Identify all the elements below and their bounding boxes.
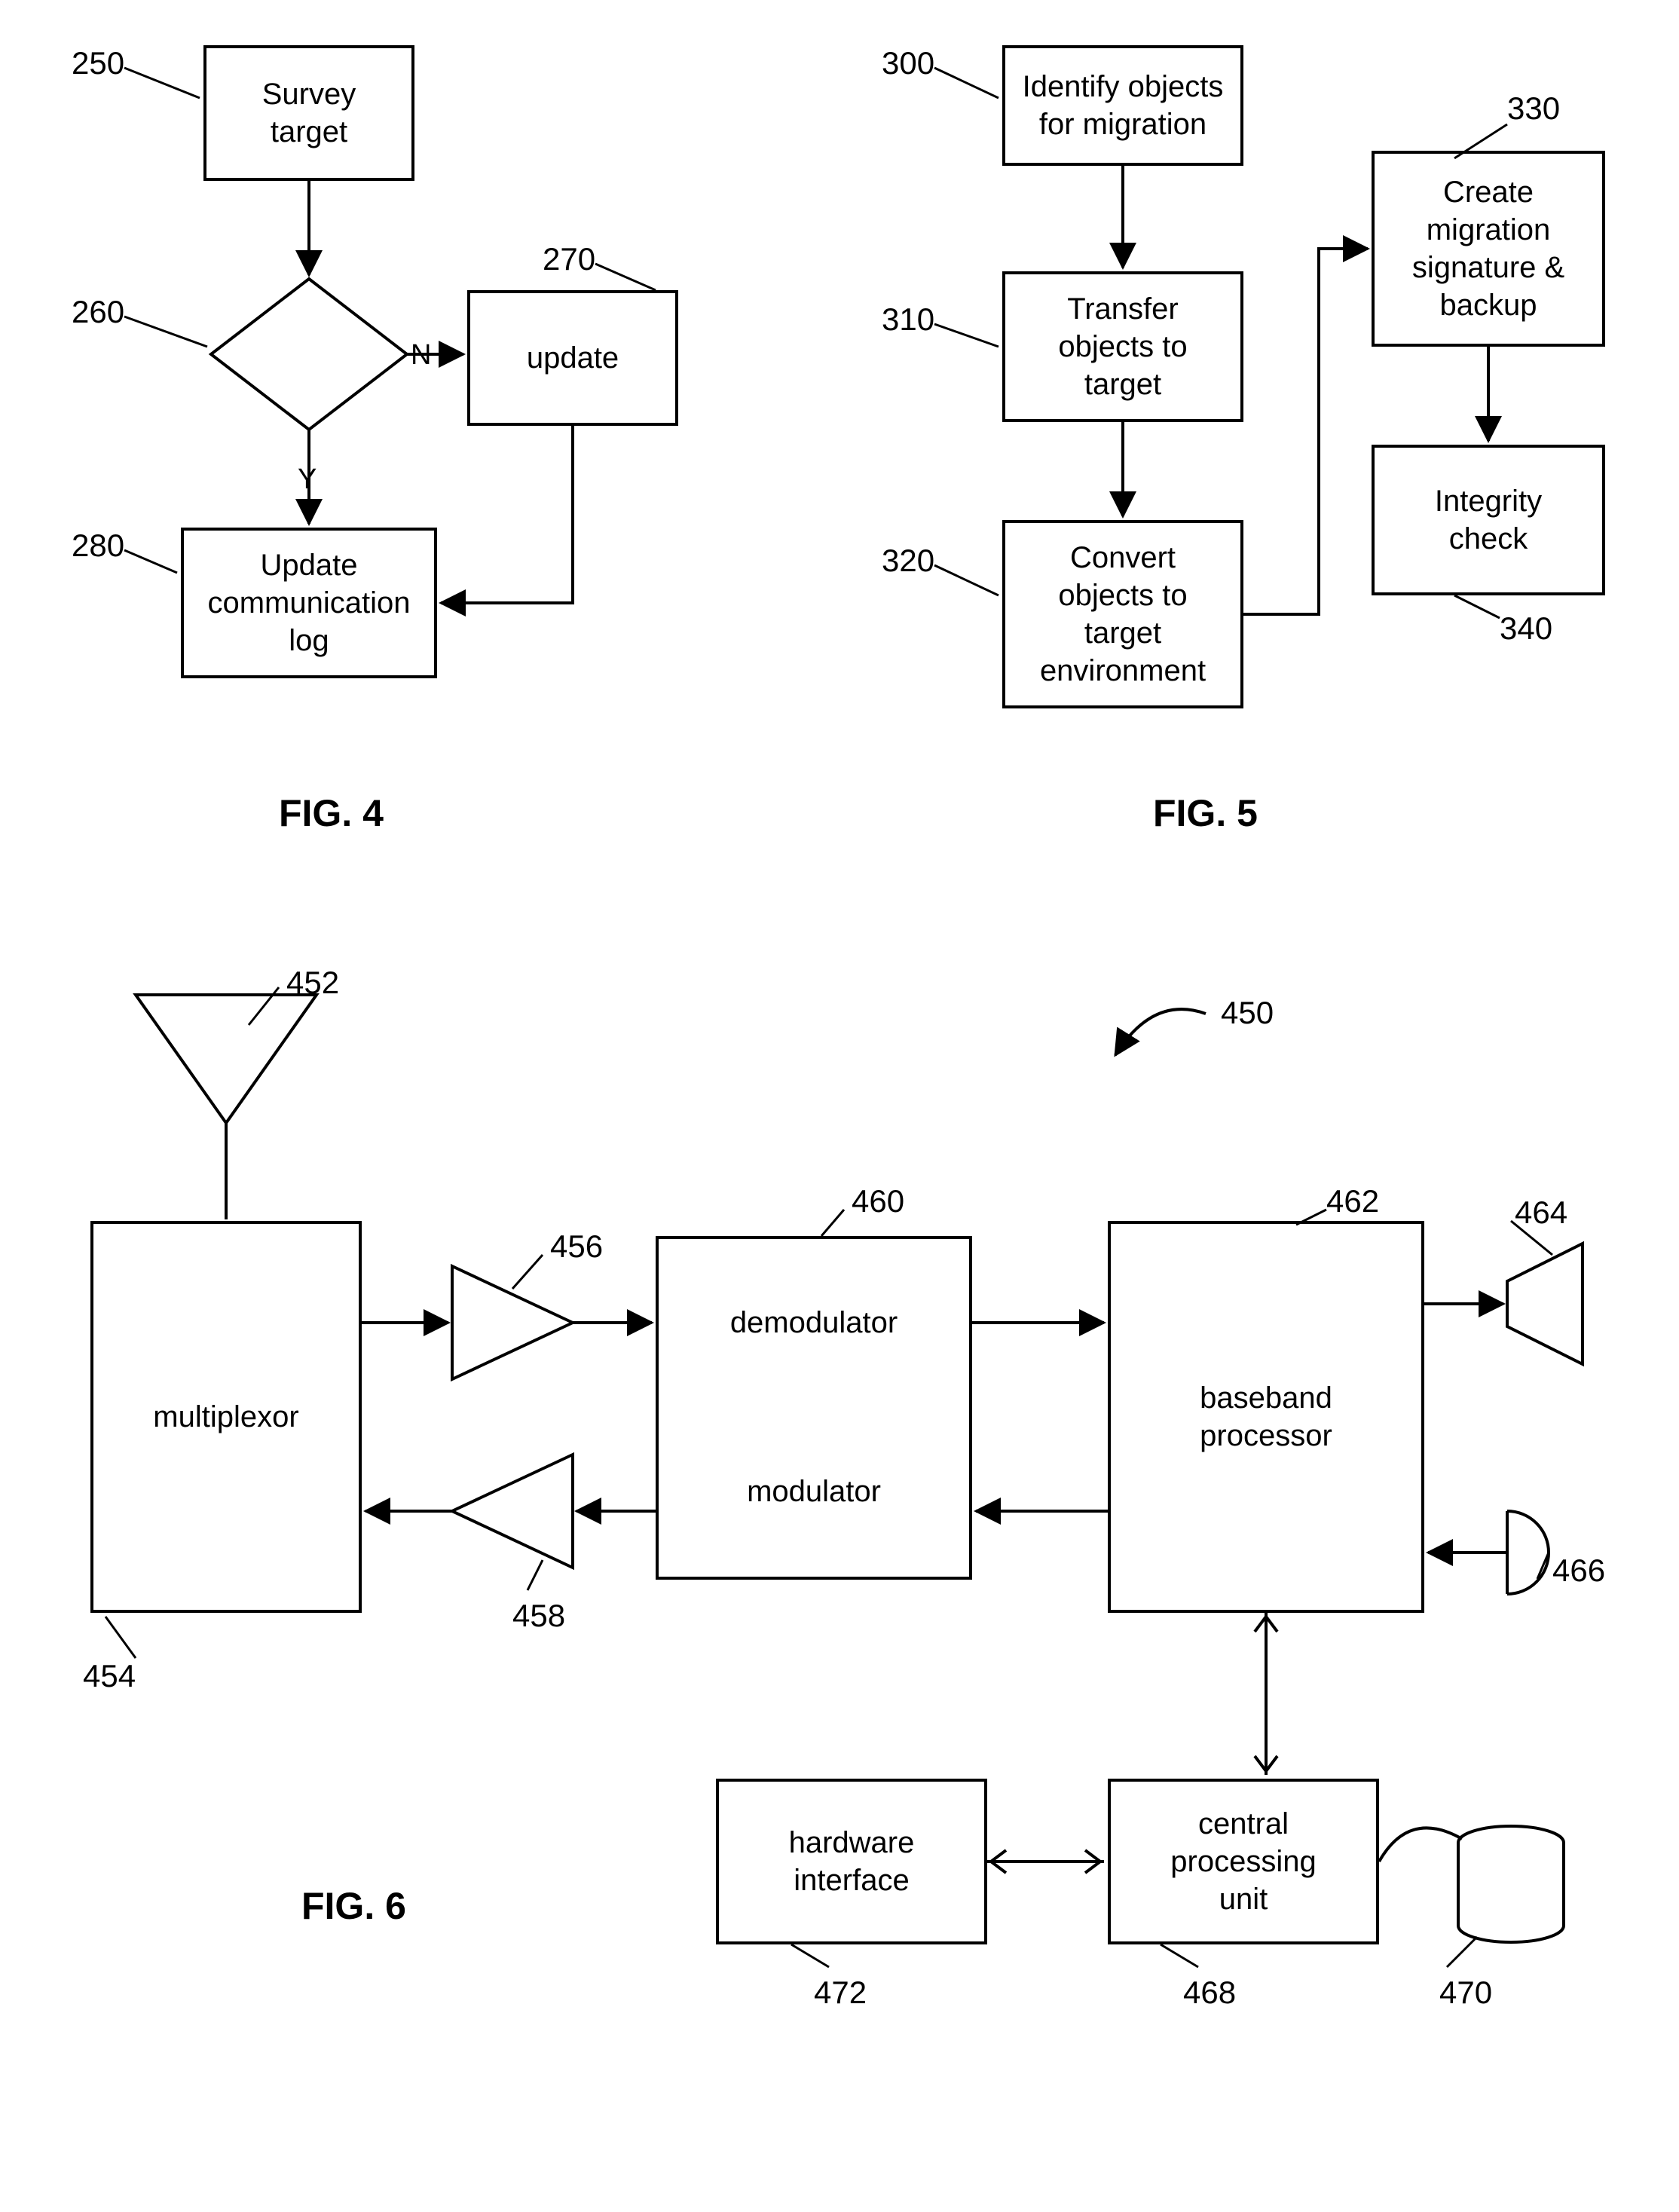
fig6-baseband-label: basebandprocessor: [1200, 1379, 1332, 1455]
fig6-baseband-ref: 462: [1326, 1183, 1379, 1219]
fig6-cpu-ref: 468: [1183, 1975, 1236, 2011]
fig5-convert-label: Convertobjects totargetenvironment: [1040, 539, 1206, 690]
fig5-identify-ref: 300: [882, 45, 934, 81]
fig6-mic-ref: 466: [1552, 1553, 1605, 1589]
fig6-hwif-box: hardwareinterface: [716, 1779, 987, 1944]
fig4-pass-no: N: [411, 339, 431, 372]
fig6-mux-ref: 454: [83, 1658, 136, 1694]
fig6-pa-label: PA: [490, 1492, 526, 1525]
fig6-speaker-ref: 464: [1515, 1195, 1567, 1231]
fig5-transfer-label: Transferobjects totarget: [1058, 290, 1187, 403]
fig6-data-ref: 470: [1439, 1975, 1492, 2011]
fig5-create-ref: 330: [1507, 90, 1560, 127]
fig5-transfer-box: Transferobjects totarget: [1002, 271, 1243, 422]
fig6-pa-ref: 458: [512, 1598, 565, 1634]
fig6-450-ref: 450: [1221, 995, 1274, 1031]
fig4-update-label: update: [527, 339, 619, 377]
mic-icon: [1507, 1511, 1549, 1594]
fig5-create-box: Createmigrationsignature &backup: [1372, 151, 1605, 347]
fig4-log-label: Updatecommunicationlog: [207, 546, 410, 659]
fig5-transfer-ref: 310: [882, 301, 934, 338]
fig4-pass-label: pass: [280, 339, 344, 373]
fig5-integrity-ref: 340: [1500, 610, 1552, 647]
page: Surveytarget 250 update 270 Updatecommun…: [0, 0, 1679, 2212]
fig4-update-box: update: [467, 290, 678, 426]
fig6-caption: FIG. 6: [301, 1884, 406, 1928]
fig6-mod-label: modulator: [747, 1473, 881, 1510]
fig6-hwif-ref: 472: [814, 1975, 867, 2011]
fig4-update-ref: 270: [543, 241, 595, 277]
fig6-cpu-box: centralprocessingunit: [1108, 1779, 1379, 1944]
fig6-mux-box: multiplexor: [90, 1221, 362, 1613]
fig6-lna-label: LNA: [479, 1308, 534, 1340]
fig6-mod-box: modulator: [656, 1406, 972, 1580]
fig6-hwif-label: hardwareinterface: [789, 1824, 915, 1899]
fig6-demod-ref: 460: [852, 1183, 904, 1219]
fig6-demod-box: demodulator: [656, 1236, 972, 1409]
fig6-lna-ref: 456: [550, 1228, 603, 1265]
speaker-icon: [1507, 1244, 1583, 1364]
fig5-convert-box: Convertobjects totargetenvironment: [1002, 520, 1243, 708]
antenna-icon: [136, 995, 317, 1123]
fig6-cpu-label: centralprocessingunit: [1170, 1805, 1316, 1918]
fig6-data-label: data: [1481, 1877, 1537, 1909]
fig6-demod-label: demodulator: [730, 1304, 898, 1342]
fig4-log-box: Updatecommunicationlog: [181, 528, 437, 678]
fig4-caption: FIG. 4: [279, 791, 384, 835]
fig4-log-ref: 280: [72, 528, 124, 564]
fig6-antenna-ref: 452: [286, 965, 339, 1001]
fig4-survey-label: Surveytarget: [262, 75, 356, 151]
fig4-survey-ref: 250: [72, 45, 124, 81]
fig4-pass-ref: 260: [72, 294, 124, 330]
fig5-create-label: Createmigrationsignature &backup: [1412, 173, 1564, 324]
fig5-identify-box: Identify objectsfor migration: [1002, 45, 1243, 166]
fig5-integrity-label: Integritycheck: [1435, 482, 1542, 558]
fig5-caption: FIG. 5: [1153, 791, 1258, 835]
fig5-convert-ref: 320: [882, 543, 934, 579]
fig6-mux-label: multiplexor: [153, 1398, 298, 1436]
fig4-pass-yes: Y: [298, 464, 317, 496]
fig5-identify-label: Identify objectsfor migration: [1023, 68, 1224, 143]
fig6-baseband-box: basebandprocessor: [1108, 1221, 1424, 1613]
fig4-survey-box: Surveytarget: [203, 45, 414, 181]
fig5-integrity-box: Integritycheck: [1372, 445, 1605, 595]
